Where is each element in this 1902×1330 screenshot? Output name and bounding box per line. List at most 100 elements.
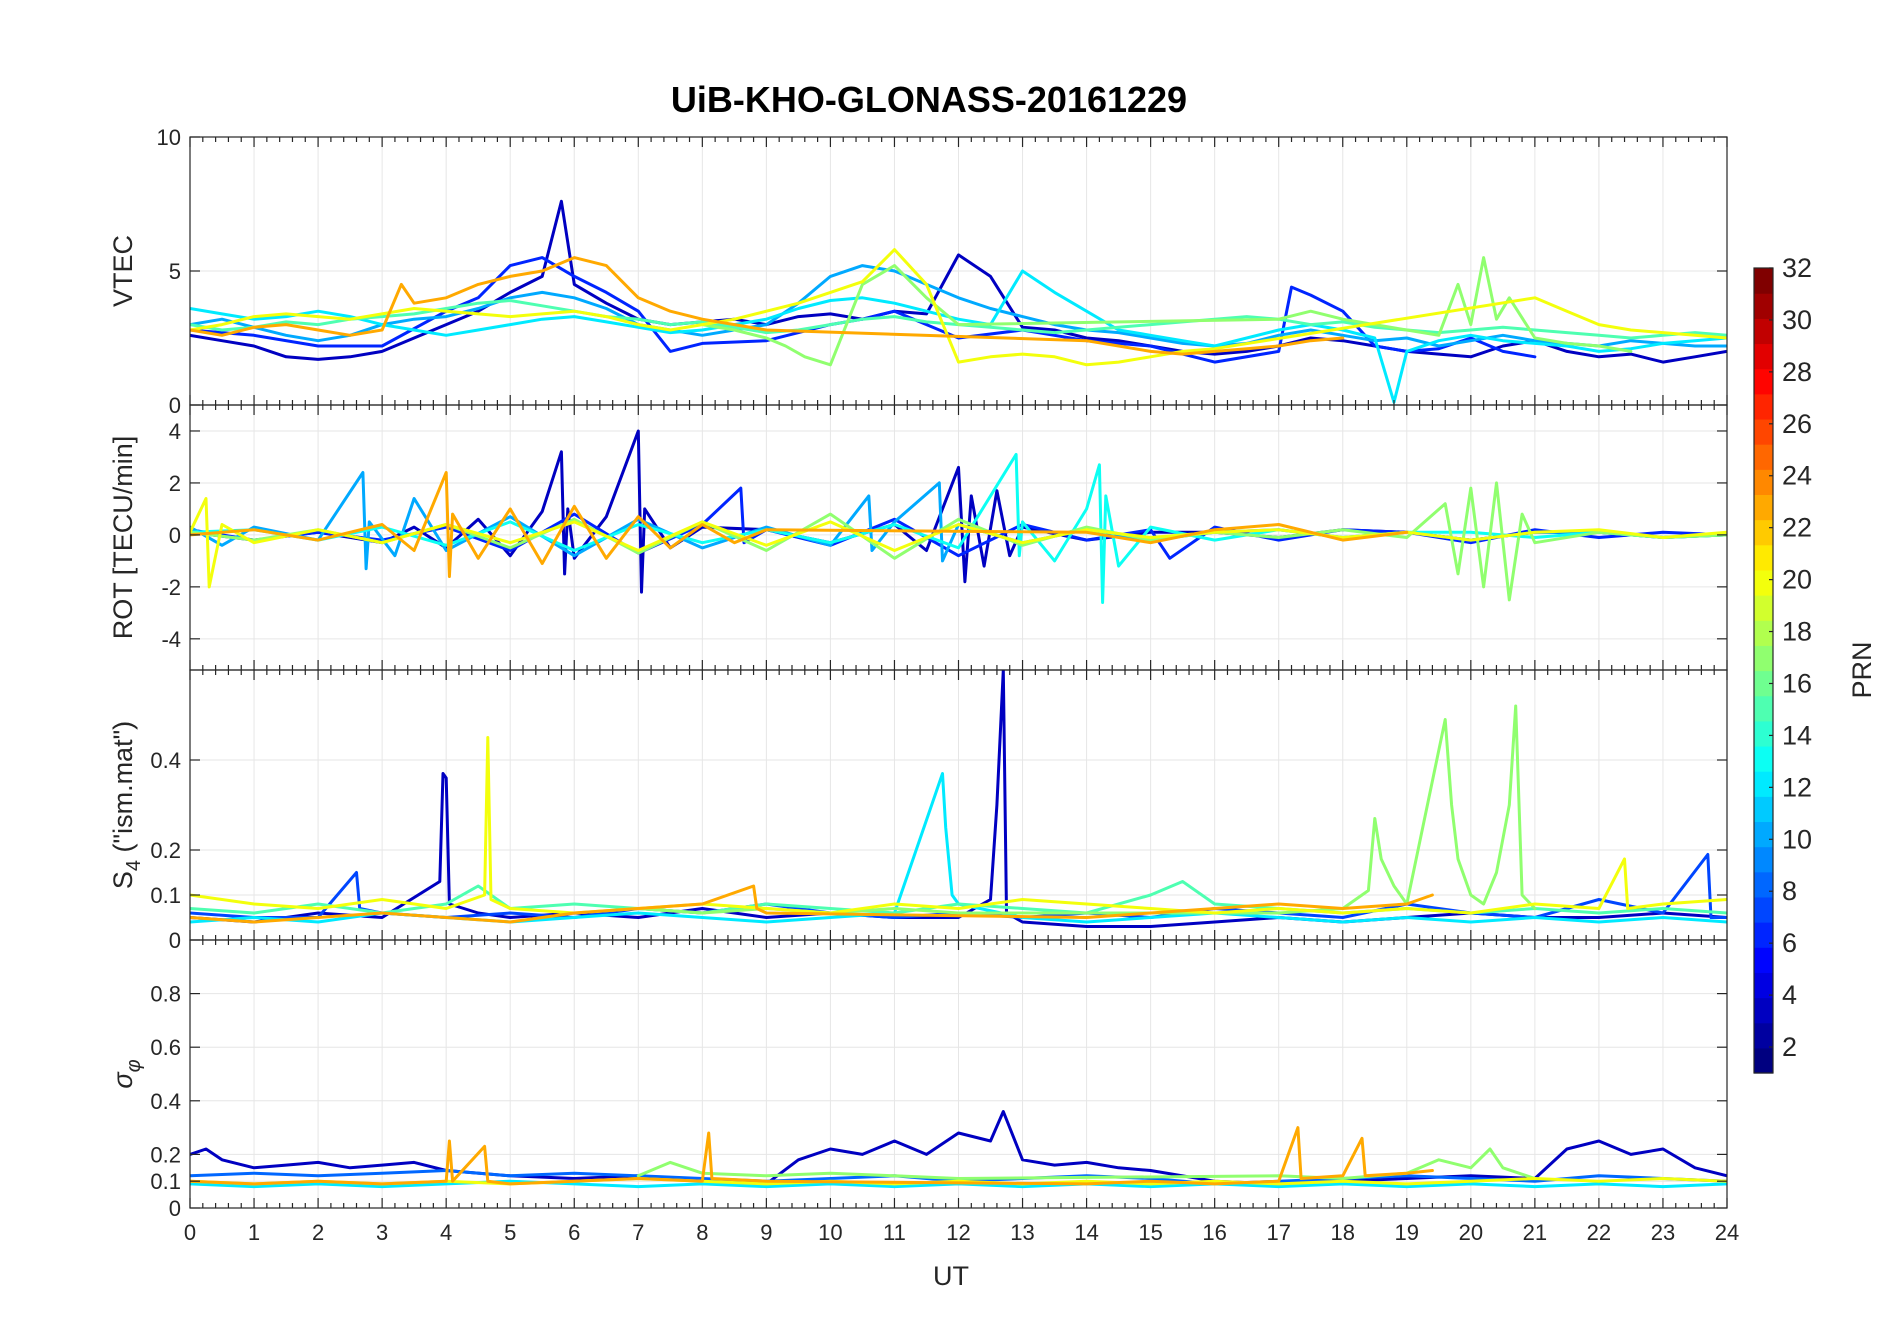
chart-title: UiB-KHO-GLONASS-20161229 [671,79,1187,120]
series-line-prn-3 [190,199,1727,364]
colorbar-segment [1754,947,1773,973]
panel-s4: 0 0.1 0.2 0.4S4 ("ism.mat") [108,669,1728,953]
y-tick-label: -4 [161,627,181,652]
y-axis-label: ROT [TECU/min] [108,436,138,640]
colorbar-tick-label: 12 [1782,772,1812,802]
colorbar-segment [1754,519,1773,546]
series-line-prn-17 [636,1147,1537,1180]
y-tick-label: 2 [169,471,181,496]
colorbar-segment [1754,645,1773,672]
y-tick-label: 0.1 [150,1169,181,1194]
y-tick-label: 0 [169,928,181,953]
colorbar-tick-label: 32 [1782,253,1812,283]
colorbar-segment [1754,896,1773,923]
x-tick-label: 6 [568,1220,580,1245]
colorbar-tick-label: 6 [1782,928,1797,958]
colorbar-segment [1754,745,1773,772]
colorbar-segment [1754,343,1773,370]
panel-rot: -4 -2 0 2 4 ROT [TECU/min] [108,404,1728,671]
y-tick-label: 0 [169,523,181,548]
y-tick-label: -2 [161,575,181,600]
y-tick-label: 0.2 [150,1142,181,1167]
x-tick-label: 24 [1715,1220,1739,1245]
x-tick-label: 22 [1587,1220,1611,1245]
y-tick-label: 0.4 [150,1089,181,1114]
series-line-prn-23 [190,884,1434,924]
x-tick-label: 11 [883,1220,906,1245]
x-tick-label: 18 [1331,1220,1355,1245]
y-tick-label: 0.2 [150,838,181,863]
series-line-prn-23 [190,256,1345,356]
colorbar-segment [1754,997,1773,1024]
series-line-prn-17 [700,256,1633,367]
series-group [190,199,1727,404]
x-tick-label: 14 [1074,1220,1098,1245]
colorbar-tick-label: 2 [1782,1032,1797,1062]
colorbar-tick-label: 4 [1782,980,1797,1010]
y-tick-label: 0.8 [150,982,181,1007]
colorbar-segment [1754,670,1773,697]
x-tick-label: 19 [1395,1220,1419,1245]
colorbar-segment [1754,494,1773,521]
y-tick-label: 5 [169,259,181,284]
colorbar-label: PRN [1847,641,1877,698]
colorbar-tick-label: 10 [1782,824,1812,854]
x-tick-label: 23 [1651,1220,1675,1245]
x-axis-label: UT [933,1261,969,1291]
series-line-prn-20 [190,736,1727,915]
x-tick-label: 13 [1010,1220,1034,1245]
colorbar-segment [1754,871,1773,898]
colorbar-segment [1754,368,1773,395]
colorbar-tick-label: 24 [1782,461,1812,491]
x-tick-label: 20 [1459,1220,1483,1245]
colorbar-tick-label: 26 [1782,409,1812,439]
colorbar-tick-label: 28 [1782,357,1812,387]
series-line-prn-17 [636,704,1537,915]
x-tick-label: 15 [1138,1220,1162,1245]
x-tick-label: 2 [312,1220,324,1245]
x-tick-label: 9 [760,1220,772,1245]
x-tick-label: 16 [1202,1220,1226,1245]
y-tick-label: 0.6 [150,1035,181,1060]
colorbar-tick-label: 20 [1782,565,1812,595]
series-group [190,670,1727,928]
x-tick-label: 4 [440,1220,452,1245]
series-group [190,429,1727,604]
colorbar-segment [1754,393,1773,420]
colorbar-segment [1754,720,1773,747]
colorbar-segment [1754,418,1773,445]
colorbar-tick-label: 16 [1782,668,1812,698]
colorbar-segment [1754,922,1773,948]
colorbar-segment [1754,972,1773,999]
series-line-prn-3 [190,1110,1727,1186]
colorbar-segment [1754,1022,1773,1049]
y-tick-label: 10 [157,125,181,150]
colorbar-tick-label: 14 [1782,720,1812,750]
colorbar-segment [1754,771,1773,797]
y-tick-label: 0.4 [150,748,181,773]
panel-vtec: 0 5 10 VTEC [108,125,1728,418]
colorbar-segment [1754,595,1773,621]
colorbar-segment [1754,444,1773,470]
colorbar-tick-label: 30 [1782,305,1812,335]
x-tick-label: 5 [504,1220,516,1245]
series-line-prn-17 [190,481,1727,602]
series-line-prn-20 [190,248,1727,367]
colorbar-segment [1754,469,1773,496]
colorbar-tick-label: 22 [1782,513,1812,543]
series-line-prn-23 [190,1126,1434,1186]
colorbar-frame [1753,267,1774,1074]
colorbar-segment [1754,293,1773,319]
colorbar-tick-label: 8 [1782,876,1797,906]
series-line-prn-23 [190,471,1409,578]
colorbar-segment [1754,620,1773,646]
x-tick-label: 12 [946,1220,970,1245]
x-tick-label: 21 [1523,1220,1547,1245]
colorbar-segment [1754,569,1773,596]
colorbar-segment [1754,544,1773,571]
x-tick-label: 7 [632,1220,644,1245]
x-tick-label: 0 [184,1220,196,1245]
panel-sigma-phi: 00.10.2 0.4 0.6 0.8 σφ [108,939,1728,1221]
